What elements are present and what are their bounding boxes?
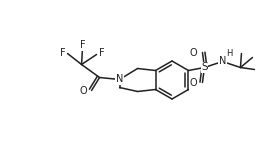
- Text: F: F: [60, 48, 66, 58]
- Text: H: H: [226, 49, 233, 58]
- Text: F: F: [98, 49, 104, 59]
- Text: O: O: [190, 78, 197, 88]
- Text: F: F: [80, 40, 85, 50]
- Text: S: S: [201, 62, 208, 72]
- Text: O: O: [190, 48, 197, 58]
- Text: N: N: [219, 57, 226, 67]
- Text: O: O: [80, 85, 88, 95]
- Text: N: N: [116, 74, 123, 84]
